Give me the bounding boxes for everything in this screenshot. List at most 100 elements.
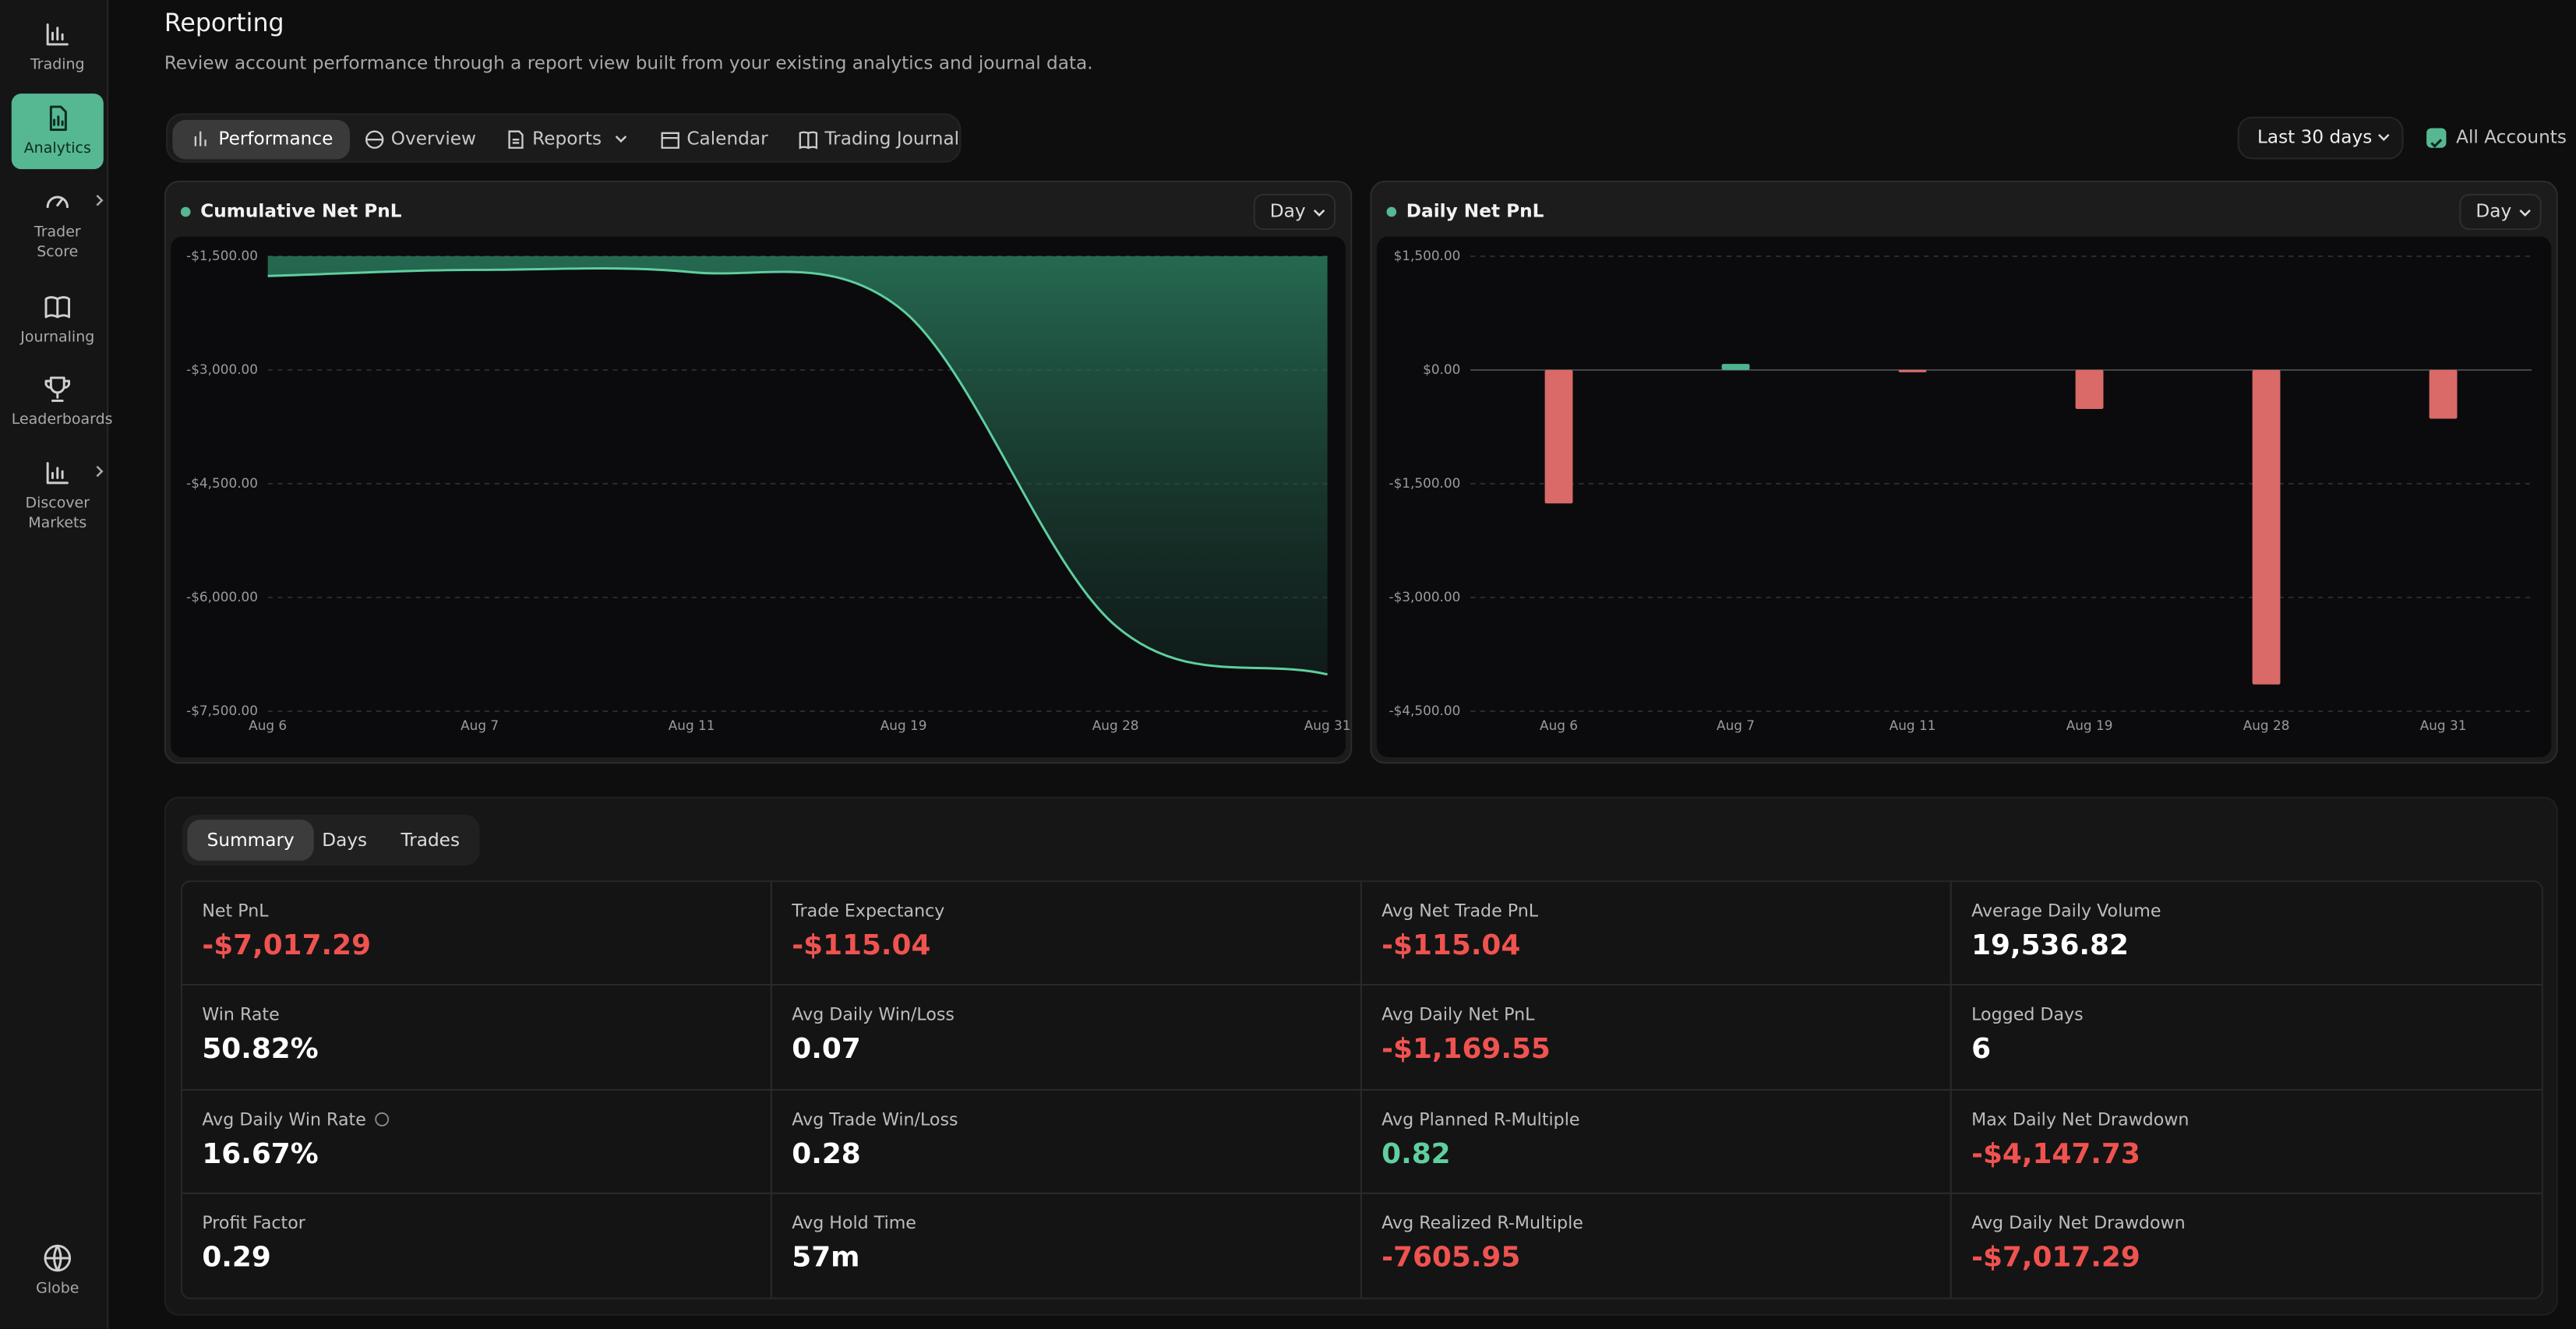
icon-path	[49, 105, 67, 132]
y-tick-label: -$1,500.00	[1389, 475, 1460, 491]
stat-cell: Win Rate 50.82%	[182, 985, 772, 1090]
x-tick-label: Aug 31	[2420, 717, 2467, 733]
nav-item[interactable]: Discover Markets	[12, 458, 104, 534]
x-tick-label: Aug 28	[1092, 717, 1139, 733]
status-dot	[1386, 206, 1397, 217]
stat-value: 0.07	[792, 1033, 861, 1066]
chart-title: Daily Net PnL	[1406, 200, 1544, 222]
stat-label: Avg Realized R-Multiple	[1382, 1213, 1583, 1233]
stat-label: Avg Hold Time	[792, 1213, 916, 1233]
stat-value: 0.29	[202, 1241, 271, 1274]
tab[interactable]: Trading Journal	[778, 120, 976, 160]
summary-tabs: Summary Days Trades	[182, 814, 480, 866]
nav-label: Discover Markets	[25, 495, 90, 533]
summary-tab[interactable]: Summary	[187, 820, 315, 861]
icon-path	[46, 462, 69, 485]
tab[interactable]: Calendar	[640, 120, 784, 160]
nav-item[interactable]: Leaderboards	[11, 375, 113, 431]
icon-path	[799, 131, 818, 150]
stat-cell: Avg Planned R-Multiple 0.82	[1361, 1089, 1952, 1194]
tab-icon	[194, 131, 206, 146]
tab-label: Calendar	[686, 128, 768, 150]
chart-title: Cumulative Net PnL	[200, 200, 402, 222]
icon	[44, 1244, 72, 1272]
stat-label: Max Daily Net Drawdown	[1971, 1109, 2190, 1130]
tab-label: Trading Journal	[824, 128, 960, 150]
accounts-checkbox[interactable]	[2426, 128, 2447, 148]
tab[interactable]: Reports	[486, 120, 644, 160]
x-tick-label: Aug 31	[1304, 717, 1351, 733]
tab-icon	[799, 131, 818, 150]
info-circle	[374, 1111, 389, 1126]
icon-path	[46, 196, 69, 209]
y-tick-label: $0.00	[1423, 361, 1460, 377]
nav-item[interactable]: Analytics	[11, 93, 104, 170]
tab-label: Reports	[532, 128, 602, 150]
stat-value: 19,536.82	[1971, 929, 2129, 963]
sidebar: Trading Analytics Trader Score Journaling Le…	[0, 0, 113, 1329]
interval-select[interactable]: Day	[2459, 193, 2542, 231]
stat-value: 16.67%	[202, 1137, 319, 1171]
check	[2430, 139, 2443, 148]
status-dot	[180, 206, 191, 217]
tab-label: Performance	[218, 128, 333, 150]
stat-label: Avg Daily Net PnL	[1382, 1005, 1535, 1026]
stat-cell: Profit Factor 0.29	[182, 1193, 772, 1298]
stat-value: -$1,169.55	[1382, 1033, 1551, 1066]
chevron	[2519, 209, 2531, 217]
icon-path	[44, 376, 71, 402]
y-tick-label: -$7,500.00	[186, 703, 258, 718]
icon-path	[46, 23, 69, 46]
chevron	[96, 465, 104, 478]
bar	[1721, 364, 1750, 370]
stat-label: Avg Net Trade PnL	[1382, 901, 1539, 922]
stat-value: -$7,017.29	[202, 929, 372, 963]
accounts-label[interactable]: All Accounts	[2456, 126, 2567, 148]
stat-label: Average Daily Volume	[1971, 901, 2161, 922]
stat-label: Logged Days	[1971, 1005, 2084, 1026]
bar	[2429, 369, 2458, 419]
summary-tab[interactable]: Days	[322, 829, 368, 851]
stat-label: Avg Planned R-Multiple	[1382, 1109, 1580, 1130]
x-tick-label: Aug 28	[2243, 717, 2290, 733]
icon	[46, 23, 69, 46]
stat-label: Trade Expectancy	[792, 901, 945, 922]
stat-label: Avg Trade Win/Loss	[792, 1109, 958, 1130]
stat-cell: Avg Net Trade PnL -$115.04	[1361, 882, 1952, 986]
nav-label: Analytics	[23, 141, 91, 158]
bar	[2252, 369, 2281, 685]
x-tick-label: Aug 19	[2066, 717, 2113, 733]
range-select[interactable]: Last 30 days	[2237, 116, 2404, 160]
icon	[46, 462, 69, 485]
nav-item[interactable]: Trader Score	[12, 187, 104, 263]
icon-path	[44, 296, 71, 319]
stat-cell: Avg Daily Win Rate 16.67%	[182, 1089, 772, 1194]
x-tick-label: Aug 6	[249, 717, 287, 733]
nav-item[interactable]: Trading	[12, 19, 104, 76]
stat-cell: Avg Realized R-Multiple -7605.95	[1362, 1193, 1952, 1298]
stat-cell: Avg Trade Win/Loss 0.28	[771, 1089, 1362, 1194]
stat-cell: Max Daily Net Drawdown -$4,147.73	[1951, 1090, 2542, 1194]
chevron-path	[96, 195, 104, 206]
nav-label: Globe	[36, 1281, 79, 1298]
tab[interactable]: Performance	[172, 119, 350, 160]
stat-value: -$7,017.29	[1971, 1241, 2140, 1274]
nav-item[interactable]: Globe	[12, 1243, 104, 1299]
summary-tab[interactable]: Trades	[401, 829, 461, 851]
stat-cell: Average Daily Volume 19,536.82	[1951, 882, 2542, 986]
y-tick-label: -$4,500.00	[186, 475, 258, 491]
tab[interactable]: Overview	[345, 120, 492, 160]
y-tick-label: -$1,500.00	[186, 248, 258, 263]
stat-value: -7605.95	[1382, 1241, 1521, 1274]
icon-path	[194, 131, 206, 146]
stat-cell: Avg Daily Win/Loss 0.07	[771, 985, 1362, 1090]
nav-item[interactable]: Journaling	[12, 292, 104, 348]
interval-select[interactable]: Day	[1253, 193, 1336, 231]
nav-label: Leaderboards	[11, 412, 113, 429]
chevron-path	[616, 136, 627, 143]
chevron	[616, 136, 627, 143]
stat-label: Avg Daily Win Rate	[202, 1109, 389, 1130]
range-label: Last 30 days	[2257, 126, 2373, 148]
